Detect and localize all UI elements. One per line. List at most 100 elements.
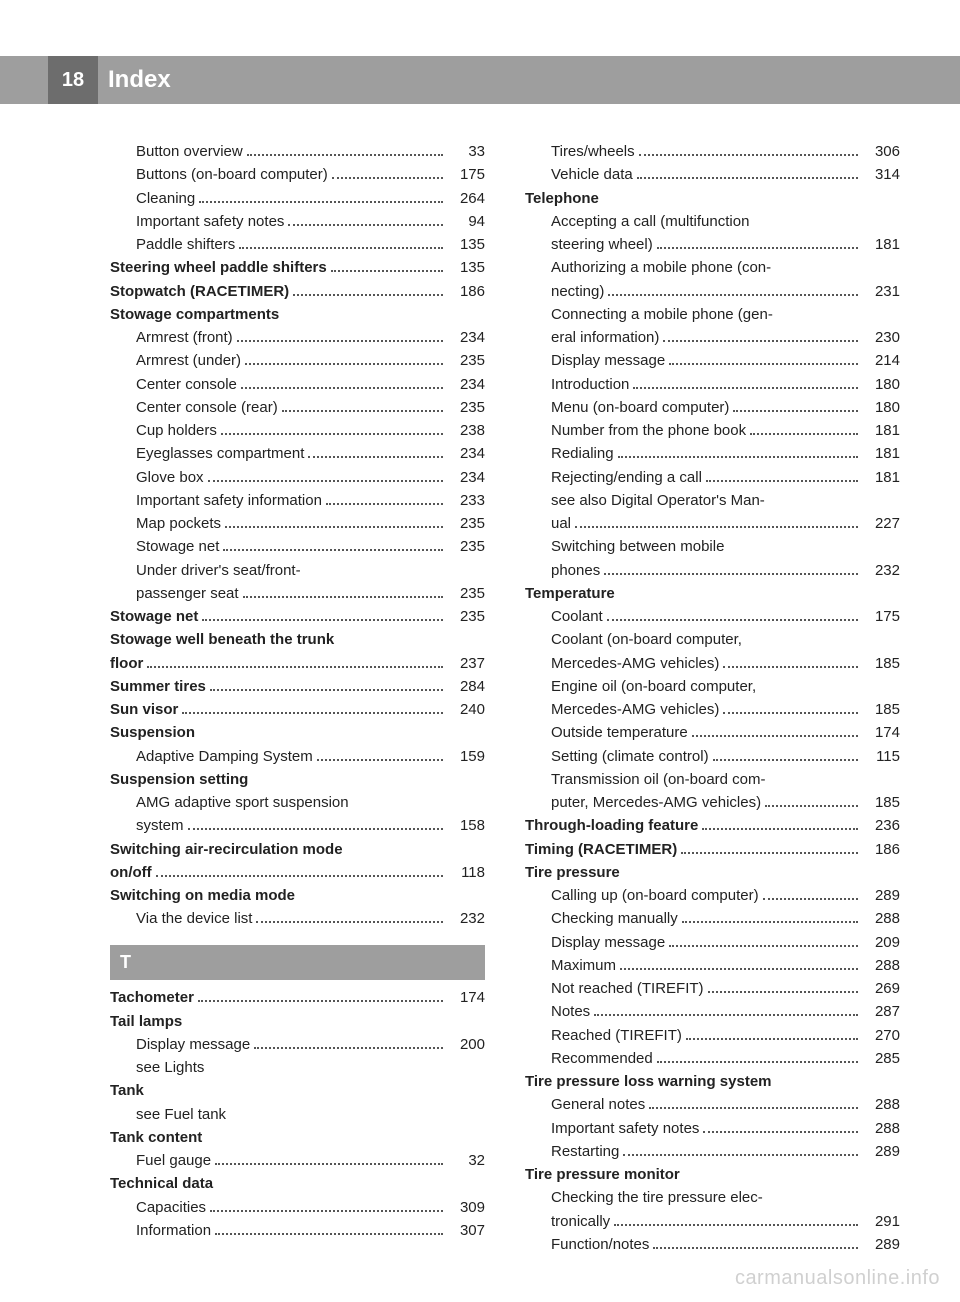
index-entry-line: Outside temperature174 (525, 721, 900, 744)
index-entry-line: Map pockets235 (110, 512, 485, 535)
leader-dots (308, 456, 443, 458)
index-entry-line: puter, Mercedes-AMG vehicles)185 (525, 791, 900, 814)
index-plain-label: see Fuel tank (136, 1103, 226, 1126)
index-entry-line: on/off118 (110, 861, 485, 884)
index-entry: Under driver's seat/front-passenger seat… (110, 559, 485, 606)
leader-dots (657, 247, 858, 249)
index-entry: Buttons (on-board computer)175 (110, 163, 485, 186)
index-entry-line: Accepting a call (multifunction (525, 210, 900, 233)
index-heading: Tire pressure monitor (525, 1163, 900, 1186)
index-entry-line: Through-loading feature236 (525, 814, 900, 837)
leader-dots (669, 363, 858, 365)
index-entry-line: Important safety notes94 (110, 210, 485, 233)
index-entry-line: Paddle shifters135 (110, 233, 485, 256)
index-entry-label: Information (136, 1219, 211, 1242)
index-entry-line: see also Digital Operator's Man- (525, 489, 900, 512)
index-entry-line: phones 232 (525, 559, 900, 582)
leader-dots (608, 294, 858, 296)
index-entry: Switching between mobilephones232 (525, 535, 900, 582)
index-entry-label: Fuel gauge (136, 1149, 211, 1172)
index-entry: Switching air-recirculation modeon/off11… (110, 838, 485, 885)
leader-dots (215, 1163, 443, 1165)
index-entry-page: 232 (862, 559, 900, 582)
index-entry-line: Mercedes-AMG vehicles)185 (525, 652, 900, 675)
index-entry-page: 118 (447, 861, 485, 884)
index-entry-page: 234 (447, 442, 485, 465)
leader-dots (713, 759, 858, 761)
index-entry-page: 314 (862, 163, 900, 186)
index-column-right: Tires/wheels306Vehicle data314TelephoneA… (525, 140, 900, 1242)
index-entry-line: Armrest (under)235 (110, 349, 485, 372)
index-entry-page: 233 (447, 489, 485, 512)
index-entry: Stowage net235 (110, 535, 485, 558)
index-entry-label: Display message (551, 349, 665, 372)
index-entry-label: Accepting a call (multifunction (551, 210, 749, 233)
index-entry-label: Button overview (136, 140, 243, 163)
index-entry: Button overview33 (110, 140, 485, 163)
index-entry: Important safety notes288 (525, 1117, 900, 1140)
index-entry: Transmission oil (on-board com-puter, Me… (525, 768, 900, 815)
index-entry-line: steering wheel)181 (525, 233, 900, 256)
leader-dots (256, 921, 443, 923)
index-entry: Steering wheel paddle shifters135 (110, 256, 485, 279)
index-entry: Center console (rear)235 (110, 396, 485, 419)
index-entry-line: Restarting289 (525, 1140, 900, 1163)
leader-dots (326, 503, 443, 505)
index-entry: AMG adaptive sport suspensionsystem158 (110, 791, 485, 838)
watermark: carmanualsonline.info (735, 1267, 940, 1290)
index-entry: Engine oil (on-board computer,Mercedes-A… (525, 675, 900, 722)
index-heading: Telephone (525, 187, 900, 210)
index-entry-line: Display message209 (525, 931, 900, 954)
index-entry-label: tronically (551, 1210, 610, 1233)
index-entry-label: passenger seat (136, 582, 239, 605)
index-entry-label: Stowage net (110, 605, 198, 628)
index-entry-label: Menu (on-board computer) (551, 396, 729, 419)
index-entry: Checking the tire pressure elec-tronical… (525, 1186, 900, 1233)
index-entry-label: Armrest (front) (136, 326, 233, 349)
index-entry-label: Rejecting/ending a call (551, 466, 702, 489)
leader-dots (620, 968, 858, 970)
index-entry: Function/notes289 (525, 1233, 900, 1256)
index-entry-line: Cup holders238 (110, 419, 485, 442)
index-entry-label: Recommended (551, 1047, 653, 1070)
index-entry-line: Rejecting/ending a call 181 (525, 466, 900, 489)
index-entry-line: Tachometer174 (110, 986, 485, 1009)
index-entry-line: Mercedes-AMG vehicles)185 (525, 698, 900, 721)
index-entry-line: Switching air-recirculation mode (110, 838, 485, 861)
index-entry-label: Steering wheel paddle shifters (110, 256, 327, 279)
leader-dots (657, 1061, 858, 1063)
index-entry: Setting (climate control)115 (525, 745, 900, 768)
index-entry-page: 270 (862, 1024, 900, 1047)
leader-dots (221, 433, 443, 435)
index-entry: Checking manually288 (525, 907, 900, 930)
index-entry-label: Mercedes-AMG vehicles) (551, 652, 719, 675)
index-entry: Armrest (front)234 (110, 326, 485, 349)
index-entry-line: Stowage net235 (110, 535, 485, 558)
index-entry-page: 181 (862, 466, 900, 489)
index-entry-label: Connecting a mobile phone (gen- (551, 303, 773, 326)
index-plain-label: see Lights (136, 1056, 204, 1079)
index-entry-line: Important safety notes288 (525, 1117, 900, 1140)
index-entry-line: Menu (on-board computer)180 (525, 396, 900, 419)
index-entry-line: Buttons (on-board computer)175 (110, 163, 485, 186)
leader-dots (686, 1038, 858, 1040)
index-entry-label: Introduction (551, 373, 629, 396)
index-entry-page: 174 (862, 721, 900, 744)
index-entry: Important safety notes94 (110, 210, 485, 233)
index-heading: Temperature (525, 582, 900, 605)
leader-dots (202, 619, 443, 621)
index-entry-page: 237 (447, 652, 485, 675)
index-entry-page: 232 (447, 907, 485, 930)
index-entry-label: phones (551, 559, 600, 582)
index-entry-label: Buttons (on-board computer) (136, 163, 328, 186)
index-entry-label: Display message (551, 931, 665, 954)
index-entry: Restarting289 (525, 1140, 900, 1163)
index-entry-line: Under driver's seat/front- (110, 559, 485, 582)
index-entry: Armrest (under)235 (110, 349, 485, 372)
index-heading: Suspension (110, 721, 485, 744)
index-entry-label: Capacities (136, 1196, 206, 1219)
index-entry-label: Important safety notes (551, 1117, 699, 1140)
index-entry: Through-loading feature236 (525, 814, 900, 837)
leader-dots (649, 1107, 858, 1109)
leader-dots (706, 480, 858, 482)
